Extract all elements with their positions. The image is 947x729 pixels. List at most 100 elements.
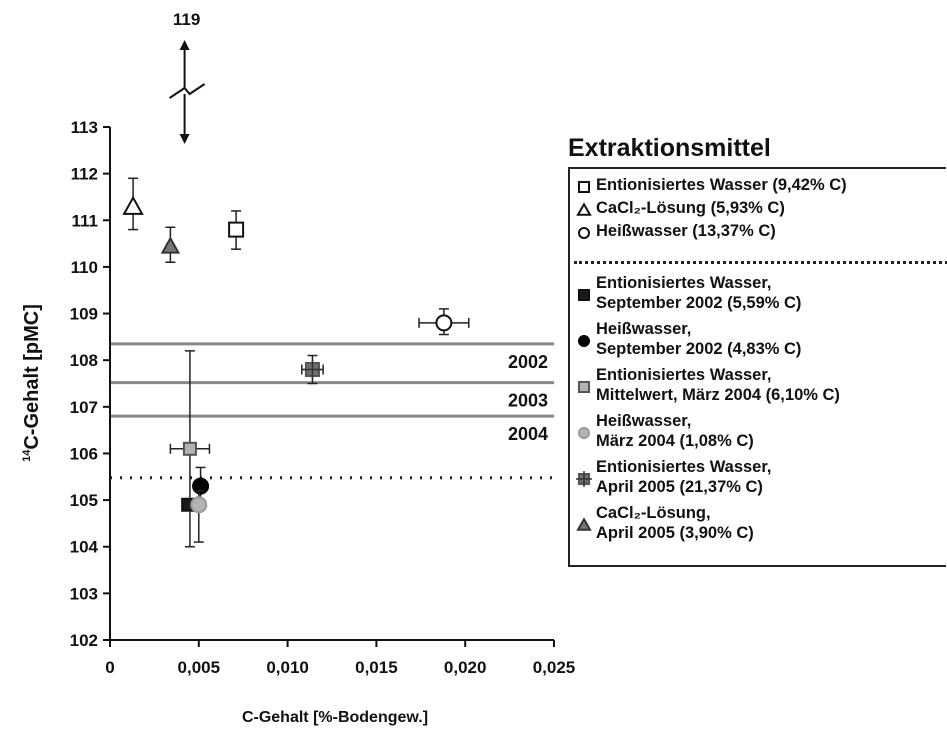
x-tick-label: 0,005	[178, 658, 221, 677]
break-arrow-label: 119	[173, 10, 200, 29]
legend-marker	[570, 175, 596, 197]
legend-marker-icon	[578, 335, 590, 347]
legend-item: Heißwasser, März 2004 (1,08% C)	[570, 411, 754, 451]
legend-label: CaCl₂-Lösung (5,93% C)	[596, 198, 785, 218]
legend-label-line: September 2002 (5,59% C)	[596, 294, 802, 312]
x-tick-label: 0,020	[444, 658, 487, 677]
legend-label-line: April 2005 (21,37% C)	[596, 478, 763, 496]
legend-marker-icon	[576, 471, 592, 487]
legend-label-line: Entionisiertes Wasser (9,42% C)	[596, 176, 847, 194]
data-point-series-6	[182, 441, 197, 456]
legend-item: CaCl₂-Lösung (5,93% C)	[570, 198, 785, 220]
legend-marker-icon	[576, 202, 592, 216]
data-points	[122, 177, 470, 548]
data-point-series-9	[160, 236, 181, 254]
legend-label-line: Entionisiertes Wasser,	[596, 458, 772, 476]
y-tick-label: 112	[71, 165, 98, 184]
y-tick-label: 107	[70, 398, 98, 417]
axis-break-arrow: 119	[169, 10, 206, 144]
legend-label: Entionisiertes Wasser, April 2005 (21,37%…	[596, 457, 771, 497]
y-tick-label: 113	[71, 118, 98, 137]
axes: 102 103 104 105 106 107 108 109 110 111 112 113 0 0,0…	[70, 118, 576, 677]
x-tick-label: 0,010	[266, 658, 309, 677]
y-tick-label: 106	[70, 444, 98, 463]
legend-label: Entionisiertes Wasser, Mittelwert, März 2…	[596, 365, 840, 405]
break-zigzag	[169, 83, 206, 99]
legend-item: Entionisiertes Wasser (9,42% C)	[570, 175, 847, 197]
legend-marker-shape	[578, 227, 590, 239]
legend-label-line: Heißwasser (13,37% C)	[596, 222, 776, 240]
reference-line-label: 2002	[508, 352, 548, 372]
legend-label: Entionisiertes Wasser (9,42% C)	[596, 175, 847, 195]
legend-label-line: Entionisiertes Wasser,	[596, 274, 772, 292]
legend-label-line: CaCl₂-Lösung,	[596, 504, 711, 522]
y-tick-label: 111	[72, 211, 99, 230]
legend-marker-shape	[578, 427, 590, 439]
legend-marker-shape	[578, 381, 590, 393]
y-tick-label: 109	[70, 305, 98, 324]
legend-marker	[570, 221, 596, 243]
legend-marker-shape	[578, 335, 590, 347]
legend-marker-icon	[578, 227, 590, 239]
data-point-series-1	[228, 221, 245, 238]
reference-line-label: 2003	[508, 391, 548, 411]
y-tick-label: 104	[70, 538, 99, 557]
legend-label: Heißwasser (13,37% C)	[596, 221, 776, 241]
legend-label-line: Mittelwert, März 2004 (6,10% C)	[596, 386, 840, 404]
legend-item: Entionisiertes Wasser, September 2002 (5,…	[570, 273, 801, 313]
data-point-series-3	[435, 314, 453, 332]
legend-marker	[570, 198, 596, 220]
x-tick-label: 0	[105, 658, 114, 677]
legend-marker	[570, 375, 596, 397]
legend-label: CaCl₂-Lösung, April 2005 (3,90% C)	[596, 503, 754, 543]
legend-label-line: Heißwasser,	[596, 320, 692, 338]
legend-item: Entionisiertes Wasser, Mittelwert, März 2…	[570, 365, 840, 405]
legend-label-line: Entionisiertes Wasser,	[596, 366, 772, 384]
legend-marker	[570, 513, 596, 535]
data-point-series-2	[122, 195, 144, 215]
legend-label: Heißwasser, September 2002 (4,83% C)	[596, 319, 801, 359]
legend-marker-icon	[578, 289, 590, 301]
legend-item: CaCl₂-Lösung, April 2005 (3,90% C)	[570, 503, 754, 543]
legend-label-line: Heißwasser,	[596, 412, 692, 430]
legend-marker-shape	[578, 181, 590, 193]
legend-label: Entionisiertes Wasser, September 2002 (5,…	[596, 273, 801, 313]
legend-marker-icon	[578, 181, 590, 193]
legend-label-line: September 2002 (4,83% C)	[596, 340, 802, 358]
legend-label-line: März 2004 (1,08% C)	[596, 432, 754, 450]
legend-marker-shape	[578, 289, 590, 301]
break-arrow-up-head	[179, 40, 190, 50]
y-axis-label: 14C-Gehalt [pMC]	[21, 304, 43, 462]
data-point-series-7	[190, 496, 208, 514]
reference-lines: 2002 2003 2004	[110, 342, 554, 480]
data-point-series-5	[192, 477, 210, 495]
legend-item: Heißwasser, September 2002 (4,83% C)	[570, 319, 801, 359]
legend-label-line: CaCl₂-Lösung (5,93% C)	[596, 199, 785, 217]
legend-item: Entionisiertes Wasser, April 2005 (21,37%…	[570, 457, 771, 497]
legend-label: Heißwasser, März 2004 (1,08% C)	[596, 411, 754, 451]
x-tick-label: 0,015	[355, 658, 398, 677]
legend-marker	[570, 421, 596, 443]
reference-line-label: 2004	[508, 424, 548, 444]
legend-title: Extraktionsmittel	[568, 134, 771, 162]
legend-marker-shape	[576, 202, 592, 216]
legend-marker	[570, 467, 596, 489]
y-tick-label: 110	[71, 258, 98, 277]
y-tick-label: 103	[70, 584, 98, 603]
legend-separator	[574, 261, 947, 264]
legend-marker-icon	[578, 427, 590, 439]
legend-marker	[570, 329, 596, 351]
x-tick-label: 0,025	[533, 658, 576, 677]
legend: Entionisiertes Wasser (9,42% C) CaCl₂-Lös…	[568, 167, 947, 567]
legend-marker-icon	[578, 381, 590, 393]
legend-marker	[570, 283, 596, 305]
y-axis-label-superscript: 14	[21, 449, 33, 462]
legend-item: Heißwasser (13,37% C)	[570, 221, 776, 243]
legend-marker-icon	[576, 517, 592, 531]
x-axis-label: C-Gehalt [%-Bodengew.]	[242, 709, 428, 726]
y-tick-label: 105	[70, 491, 98, 510]
break-arrow-down-head	[179, 134, 190, 144]
y-axis-label-main: C-Gehalt [pMC]	[21, 304, 43, 450]
y-tick-label: 108	[70, 351, 98, 370]
